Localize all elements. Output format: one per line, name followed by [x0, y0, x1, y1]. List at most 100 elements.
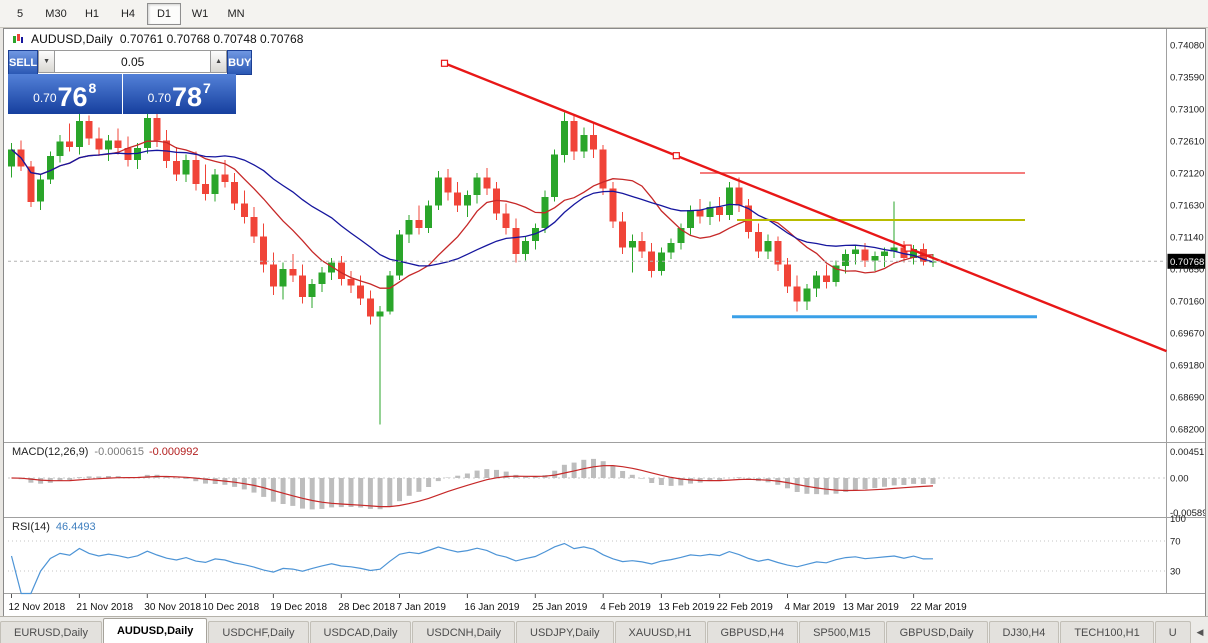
chart-tab-gbpusd-daily[interactable]: GBPUSD,Daily [885, 621, 988, 643]
candle-body [240, 203, 248, 217]
price-axis-label: 0.74080 [1170, 41, 1204, 52]
chart-tab-gbpusd-h4[interactable]: GBPUSD,H4 [706, 621, 799, 643]
candle-body [813, 275, 821, 289]
candle-body [386, 275, 394, 312]
timeframe-button-h4[interactable]: H4 [120, 7, 136, 20]
candle-body [221, 174, 229, 183]
candle-body [396, 234, 403, 276]
candle-body [134, 148, 142, 160]
candle-body [75, 120, 83, 147]
trendline-handle[interactable] [904, 244, 912, 252]
candle-body [784, 264, 791, 287]
trendline-handle[interactable] [672, 152, 680, 160]
candle-body [657, 252, 665, 271]
one-click-controls: SELL ▼ ▲ BUY [8, 50, 253, 75]
chart-symbol-title: AUDUSD,Daily 0.70761 0.70768 0.70748 0.7… [12, 32, 303, 46]
sell-price-big: 76 [57, 82, 88, 113]
candle-body [8, 149, 15, 167]
date-axis-label: 19 Dec 2018 [270, 602, 327, 613]
candles-layer [8, 110, 937, 425]
sell-button[interactable]: SELL [8, 50, 39, 75]
chart-tab-sp500-m15[interactable]: SP500,M15 [799, 621, 885, 643]
price-axis-label: 0.68200 [1170, 424, 1204, 435]
timeframe-button-mn[interactable]: MN [227, 7, 245, 20]
candle-body [279, 269, 287, 287]
rsi-value: 46.4493 [55, 521, 96, 533]
date-axis-label: 22 Mar 2019 [911, 602, 968, 613]
candle-body [667, 242, 675, 253]
macd-axis-label: -0.005899 [1170, 508, 1205, 519]
scroll-left-icon: ◀ [1196, 627, 1204, 637]
rsi-panel [8, 540, 1167, 595]
price-chart[interactable]: 0.707680.740800.735900.731000.726100.721… [4, 29, 1205, 616]
timeframe-button-h1[interactable]: H1 [84, 7, 100, 20]
current-price-value: 0.70768 [1170, 257, 1204, 268]
chart-ohlc-values: 0.70761 0.70768 0.70748 0.70768 [119, 32, 304, 46]
candle-body [793, 286, 801, 302]
candle-body [900, 247, 908, 258]
price-axis-label: 0.73100 [1170, 104, 1204, 115]
buy-price-prefix: 0.70 [147, 91, 171, 105]
candle-body [774, 240, 782, 265]
timeframe-button-w1[interactable]: W1 [191, 7, 209, 20]
chart-tab-eurusd-daily[interactable]: EURUSD,Daily [0, 621, 102, 643]
candle-body [143, 118, 151, 149]
candle-body [299, 275, 306, 298]
price-axis-label: 0.69670 [1170, 328, 1204, 339]
candle-body [512, 227, 520, 254]
macd-signal-value: -0.000992 [148, 446, 199, 458]
volume-decrease-button[interactable]: ▼ [38, 50, 56, 73]
macd-main-value: -0.000615 [94, 446, 144, 458]
chart-tab-usdcnh-daily[interactable]: USDCNH,Daily [412, 621, 516, 643]
chart-tabs-bar: EURUSD,Daily AUDUSD,Daily USDCHF,Daily USDC… [0, 616, 1208, 643]
chart-tab-tech100-h1[interactable]: TECH100,H1 [1060, 621, 1154, 643]
volume-input[interactable] [55, 50, 211, 73]
price-axis-label: 0.72610 [1170, 136, 1204, 147]
chart-tab-audusd-daily[interactable]: AUDUSD,Daily [102, 618, 208, 643]
trendline-handle[interactable] [440, 59, 449, 67]
candle-body [289, 269, 297, 276]
candle-body [308, 284, 316, 298]
chart-tab-dj30-h4[interactable]: DJ30,H4 [988, 621, 1060, 643]
buy-button[interactable]: BUY [227, 50, 253, 75]
chart-tab-usdchf-daily[interactable]: USDCHF,Daily [208, 621, 309, 643]
candle-body [405, 220, 413, 235]
candle-body [415, 220, 423, 228]
trendline[interactable] [444, 62, 1167, 353]
candle-body [696, 210, 704, 217]
rsi-indicator-label: RSI(14) 46.4493 [12, 521, 96, 533]
chart-tab-xauusd-h1[interactable]: XAUUSD,H1 [614, 621, 706, 643]
tab-scroll-left-button[interactable]: ◀ [1192, 622, 1208, 643]
candle-body [357, 285, 365, 299]
candle-body [677, 227, 685, 243]
chart-tab-usdjpy-daily[interactable]: USDJPY,Daily [516, 621, 614, 643]
candle-body [95, 138, 103, 150]
candle-body [192, 159, 200, 185]
buy-price-box[interactable]: 0.70 78 7 [122, 74, 236, 114]
macd-indicator-label: MACD(12,26,9) -0.000615 -0.000992 [12, 446, 199, 458]
timeframe-button-d1[interactable]: D1 [147, 2, 181, 25]
sell-price-prefix: 0.70 [33, 91, 57, 105]
date-axis-label: 28 Dec 2018 [338, 602, 395, 613]
sell-price-box[interactable]: 0.70 76 8 [8, 74, 122, 114]
date-axis-label: 25 Jan 2019 [532, 602, 587, 613]
candle-body [803, 288, 811, 302]
ma-fast-red-line [11, 140, 934, 289]
date-axis-label: 13 Feb 2019 [658, 602, 715, 613]
volume-increase-button[interactable]: ▲ [210, 50, 228, 73]
chart-tab-u[interactable]: U [1154, 621, 1191, 643]
chart-symbol: AUDUSD,Daily [31, 32, 113, 46]
candle-body [716, 207, 724, 215]
timeframe-button-m30[interactable]: M30 [45, 7, 67, 20]
candle-body [745, 205, 753, 232]
timeframe-button-5[interactable]: 5 [16, 7, 24, 20]
candle-body [822, 275, 830, 282]
date-axis-label: 22 Feb 2019 [717, 602, 774, 613]
macd-axis-label: 0.004517 [1170, 447, 1205, 458]
one-click-prices: 0.70 76 8 0.70 78 7 [8, 74, 236, 114]
candle-body [463, 195, 471, 206]
candle-body [376, 311, 384, 317]
buy-price-pip: 7 [203, 80, 211, 96]
macd-name: MACD(12,26,9) [12, 446, 89, 458]
chart-tab-usdcad-daily[interactable]: USDCAD,Daily [309, 621, 412, 643]
